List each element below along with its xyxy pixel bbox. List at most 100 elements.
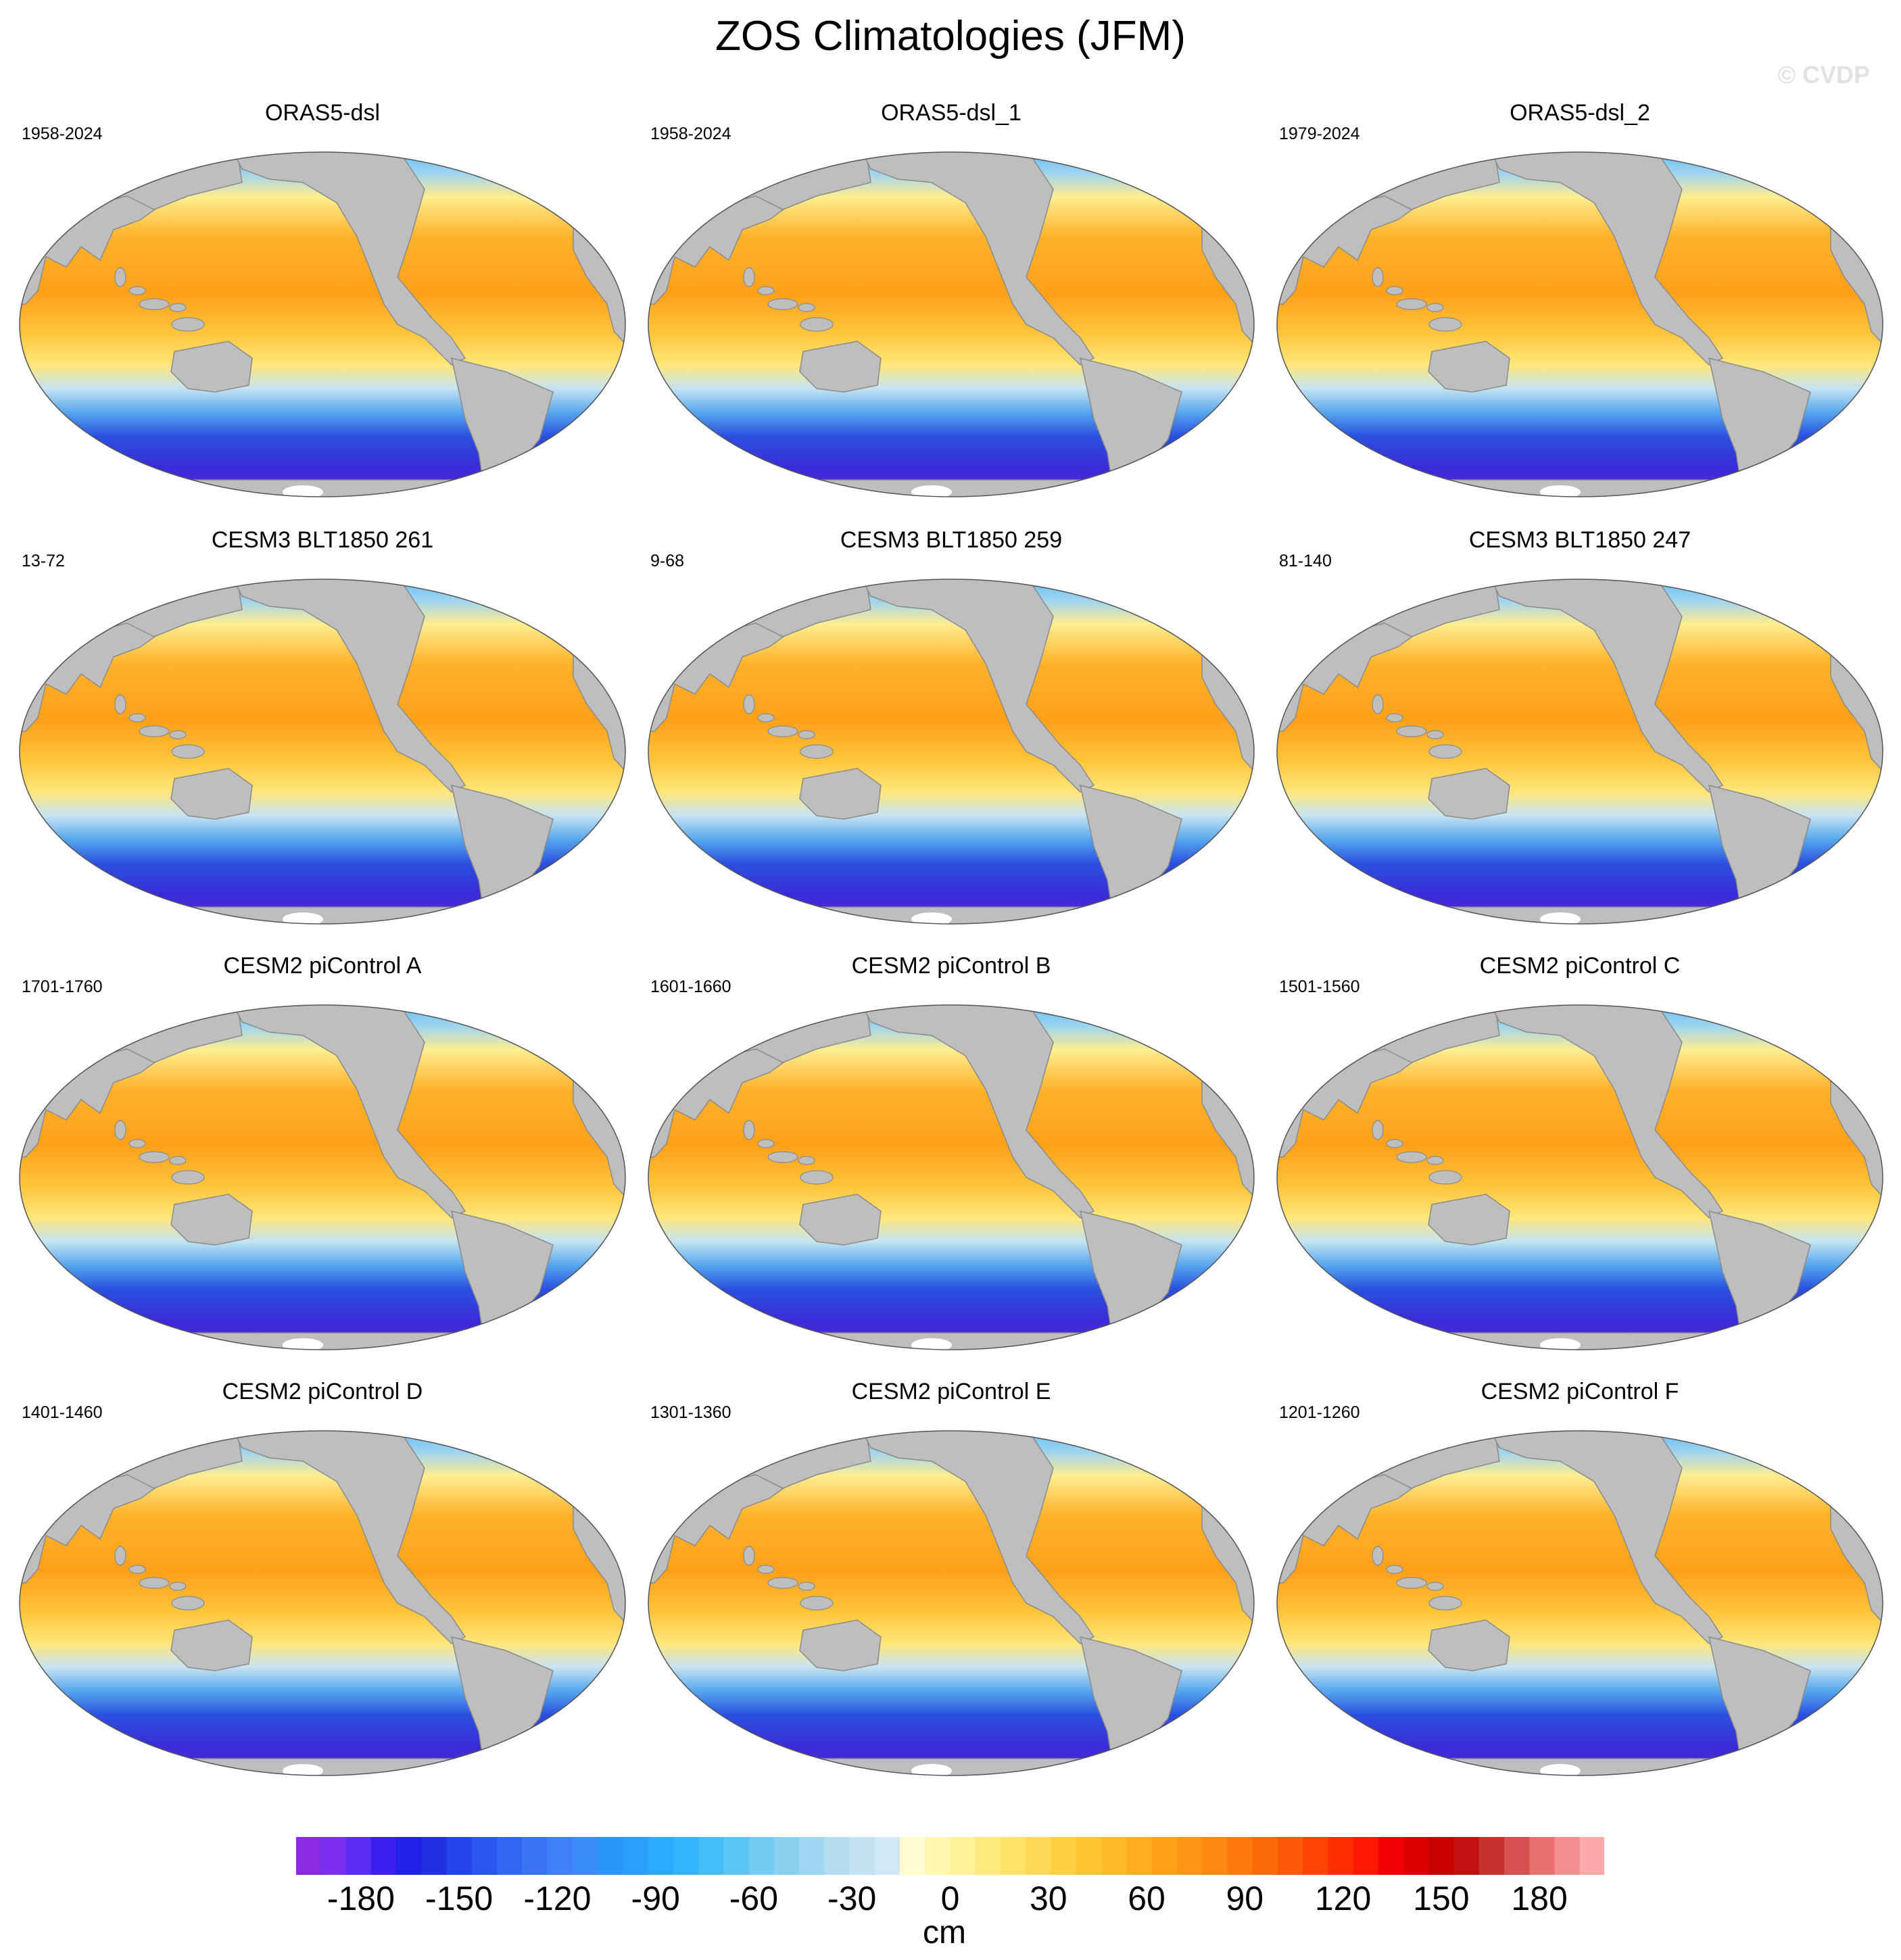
world-map (19, 1004, 626, 1350)
world-map (648, 151, 1255, 497)
colorbar-swatch (1176, 1836, 1203, 1876)
colorbar-swatch (1554, 1836, 1581, 1876)
colorbar-tick-label: 180 (1511, 1880, 1568, 1917)
map-panel: ORAS5-dsl 1958-2024 (19, 100, 626, 500)
colorbar-swatch (1403, 1836, 1430, 1876)
panel-years: 81-140 (1279, 552, 1332, 570)
panel-years: 1601-1660 (650, 977, 731, 996)
colorbar-swatch (1051, 1836, 1077, 1876)
colorbar-swatch (572, 1836, 598, 1876)
colorbar-units: cm (923, 1915, 966, 1951)
watermark: © CVDP (1777, 61, 1870, 89)
colorbar-swatch (1202, 1836, 1228, 1876)
colorbar-tick-label: 90 (1226, 1880, 1264, 1917)
world-map (1276, 1004, 1883, 1350)
colorbar-tick-label: -150 (425, 1880, 494, 1917)
colorbar-swatch (421, 1836, 448, 1876)
colorbar-swatch (1076, 1836, 1102, 1876)
colorbar-swatch (1478, 1836, 1505, 1876)
panel-title: CESM3 BLT1850 259 (840, 527, 1063, 553)
colorbar-swatch (874, 1836, 900, 1876)
colorbar-swatch (1126, 1836, 1153, 1876)
colorbar-swatch (773, 1836, 800, 1876)
colorbar-swatch (648, 1836, 674, 1876)
colorbar-tick-label: 30 (1029, 1880, 1067, 1917)
colorbar-swatch (1378, 1836, 1404, 1876)
map-panel: CESM2 piControl B 1601-1660 (648, 953, 1255, 1353)
world-map (1276, 1430, 1883, 1776)
world-map (648, 1004, 1255, 1350)
colorbar-tick-label: 0 (940, 1880, 960, 1917)
panel-years: 1958-2024 (650, 124, 731, 143)
world-map (1276, 151, 1883, 497)
colorbar-swatch (471, 1836, 498, 1876)
colorbar-swatch (925, 1836, 951, 1876)
panel-title: ORAS5-dsl (264, 100, 381, 126)
colorbar-swatch (1151, 1836, 1178, 1876)
map-panel: CESM2 piControl F 1201-1260 (1276, 1379, 1883, 1779)
colorbar-tick-label: 120 (1314, 1880, 1372, 1917)
colorbar-swatch (497, 1836, 523, 1876)
colorbar-tick-label: -90 (631, 1880, 680, 1917)
panel-years: 1501-1560 (1279, 977, 1360, 996)
map-panel: ORAS5-dsl_1 1958-2024 (648, 100, 1255, 500)
colorbar (295, 1836, 1605, 1876)
world-map (19, 151, 626, 497)
world-map (648, 579, 1255, 925)
map-panel: CESM3 BLT1850 261 13-72 (19, 527, 626, 927)
colorbar-swatch (522, 1836, 548, 1876)
colorbar-tick-label: 60 (1128, 1880, 1165, 1917)
colorbar-frame (295, 1836, 1605, 1876)
colorbar-tick-label: -60 (729, 1880, 779, 1917)
colorbar-swatch (1428, 1836, 1455, 1876)
panel-title: ORAS5-dsl_1 (881, 100, 1021, 126)
world-map (19, 1430, 626, 1776)
colorbar-swatch (1504, 1836, 1531, 1876)
panel-years: 9-68 (650, 552, 685, 570)
panel-years: 1701-1760 (22, 977, 103, 996)
map-panel: CESM2 piControl E 1301-1360 (648, 1379, 1255, 1779)
colorbar-swatch (295, 1836, 322, 1876)
map-panel: CESM3 BLT1850 259 9-68 (648, 527, 1255, 927)
colorbar-swatch (623, 1836, 649, 1876)
world-map (1276, 579, 1883, 925)
colorbar-tick-label: -180 (327, 1880, 395, 1917)
colorbar-swatch (1353, 1836, 1379, 1876)
map-panel: CESM3 BLT1850 247 81-140 (1276, 527, 1883, 927)
panel-years: 13-72 (22, 552, 65, 570)
colorbar-swatch (1579, 1836, 1605, 1876)
panel-years: 1401-1460 (22, 1403, 103, 1422)
colorbar-swatch (673, 1836, 699, 1876)
panel-years: 1301-1360 (650, 1403, 731, 1422)
panel-title: CESM2 piControl D (222, 1379, 423, 1404)
panel-years: 1979-2024 (1279, 124, 1360, 143)
map-panel: CESM2 piControl C 1501-1560 (1276, 953, 1883, 1353)
map-panel: ORAS5-dsl_2 1979-2024 (1276, 100, 1883, 500)
colorbar-swatch (900, 1836, 926, 1876)
map-panel: CESM2 piControl A 1701-1760 (19, 953, 626, 1353)
panel-years: 1201-1260 (1279, 1403, 1360, 1422)
colorbar-swatch (1453, 1836, 1480, 1876)
colorbar-tick-label: 150 (1413, 1880, 1470, 1917)
figure-title: ZOS Climatologies (JFM) (715, 13, 1186, 59)
colorbar-tick-label: -120 (523, 1880, 592, 1917)
colorbar-swatch (1227, 1836, 1253, 1876)
colorbar-swatch (1101, 1836, 1128, 1876)
map-panel: CESM2 piControl D 1401-1460 (19, 1379, 626, 1779)
colorbar-swatch (396, 1836, 423, 1876)
panel-title: CESM2 piControl E (851, 1379, 1051, 1404)
colorbar-swatch (698, 1836, 725, 1876)
world-map (648, 1430, 1255, 1776)
colorbar-swatch (1303, 1836, 1329, 1876)
colorbar-swatch (598, 1836, 624, 1876)
panel-title: CESM2 piControl A (223, 953, 422, 979)
colorbar-swatch (824, 1836, 850, 1876)
world-map (19, 579, 626, 925)
panel-title: CESM2 piControl F (1481, 1379, 1679, 1404)
panel-title: ORAS5-dsl_2 (1510, 100, 1650, 126)
colorbar-swatch (748, 1836, 775, 1876)
panel-title: CESM2 piControl B (851, 953, 1051, 979)
panel-title: CESM2 piControl C (1479, 953, 1681, 979)
panel-title: CESM3 BLT1850 247 (1468, 527, 1691, 553)
